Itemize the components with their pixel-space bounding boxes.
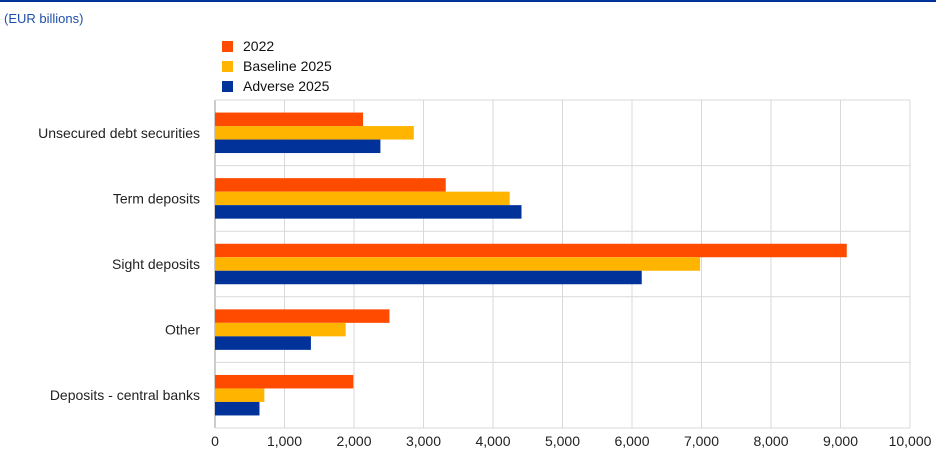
x-tick-label: 0 [211, 433, 219, 449]
legend-label-baseline-2025: Baseline 2025 [243, 58, 332, 74]
x-tick-label: 6,000 [614, 433, 649, 449]
top-rule [0, 0, 936, 2]
x-tick-labels: 0 1,000 2,000 3,000 4,000 5,000 6,000 7,000 8,00… [211, 433, 932, 449]
legend-swatch-baseline-2025 [222, 60, 233, 72]
x-tick-label: 2,000 [336, 433, 371, 449]
legend-label-adverse-2025: Adverse 2025 [243, 78, 330, 94]
bar-adverse-2025-3 [215, 336, 311, 350]
bar-baseline-2025-4 [215, 388, 265, 402]
bar-adverse-2025-2 [215, 270, 642, 285]
bar-adverse-2025-1 [215, 205, 522, 219]
bar-2022-4 [215, 374, 354, 389]
x-tick-label: 5,000 [545, 433, 580, 449]
x-tick-label: 7,000 [684, 433, 719, 449]
x-tick-label: 10,000 [889, 433, 932, 449]
x-tick-label: 9,000 [823, 433, 858, 449]
bar-baseline-2025-3 [215, 322, 346, 337]
bars [215, 112, 847, 416]
bar-2022-1 [215, 178, 446, 192]
bar-2022-0 [215, 112, 364, 127]
bar-2022-2 [215, 243, 847, 258]
x-tick-label: 8,000 [753, 433, 788, 449]
category-label: Sight deposits [112, 256, 200, 272]
category-label: Other [165, 322, 200, 338]
bar-adverse-2025-4 [215, 401, 260, 416]
category-labels: Unsecured debt securities Term deposits Si… [38, 125, 200, 403]
bar-2022-3 [215, 309, 390, 323]
category-label: Unsecured debt securities [38, 125, 200, 141]
unit-label: (EUR billions) [4, 11, 84, 26]
legend-swatch-adverse-2025 [222, 80, 233, 92]
legend-item-2022: 2022 [222, 36, 332, 56]
x-tick-label: 3,000 [406, 433, 441, 449]
bar-baseline-2025-2 [215, 257, 701, 271]
category-label: Deposits - central banks [50, 387, 200, 403]
legend-item-baseline-2025: Baseline 2025 [222, 56, 332, 76]
category-label: Term deposits [113, 190, 200, 206]
bar-adverse-2025-0 [215, 139, 381, 154]
bar-baseline-2025-1 [215, 191, 510, 206]
x-tick-label: 4,000 [475, 433, 510, 449]
legend-item-adverse-2025: Adverse 2025 [222, 76, 332, 96]
x-tick-label: 1,000 [267, 433, 302, 449]
legend-swatch-2022 [222, 40, 233, 52]
legend: 2022 Baseline 2025 Adverse 2025 [222, 36, 332, 96]
legend-label-2022: 2022 [243, 38, 275, 54]
bar-baseline-2025-0 [215, 126, 414, 140]
